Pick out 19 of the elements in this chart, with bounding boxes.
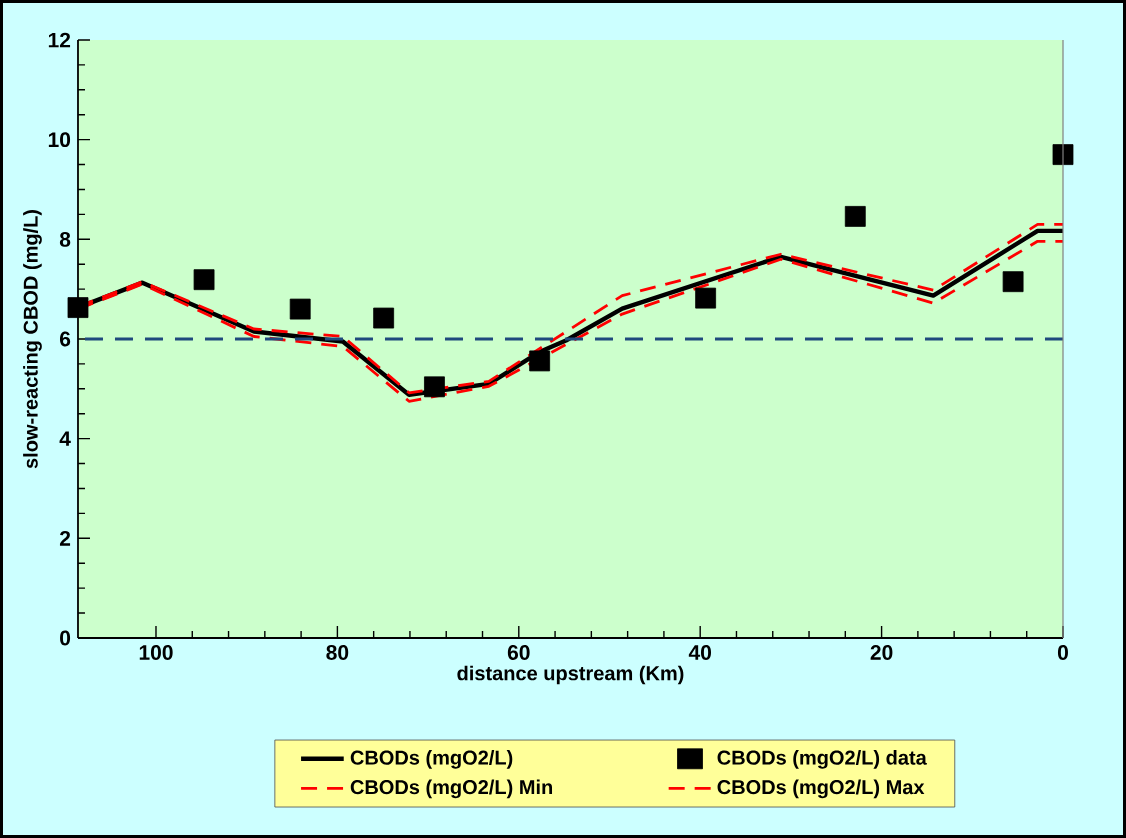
- x-axis-title: distance upstream (Km): [457, 665, 684, 685]
- legend-label: CBODs (mgO2/L) data: [717, 750, 927, 769]
- x-tick-label: 60: [507, 645, 530, 660]
- y-tick-label: 6: [59, 331, 71, 347]
- legend-label: CBODs (mgO2/L) Max: [717, 779, 925, 799]
- y-axis-title: slow-reacting CBOD (mg/L): [23, 209, 42, 469]
- y-tick-label: 8: [59, 231, 71, 247]
- x-tick-label: 80: [326, 645, 349, 660]
- y-tick-label: 0: [60, 630, 71, 646]
- y-tick-label: 10: [48, 132, 71, 148]
- legend-label: CBODs (mgO2/L): [350, 750, 513, 769]
- x-tick-label: 20: [870, 645, 893, 660]
- x-tick-label: 100: [139, 645, 173, 660]
- legend-label: CBODs (mgO2/L) Min: [350, 779, 553, 799]
- y-tick-label: 12: [48, 32, 71, 48]
- y-tick-label: 4: [59, 431, 71, 446]
- x-tick-label: 40: [688, 645, 712, 660]
- y-tick-label: 2: [59, 531, 71, 546]
- x-tick-label: 0: [1057, 645, 1068, 660]
